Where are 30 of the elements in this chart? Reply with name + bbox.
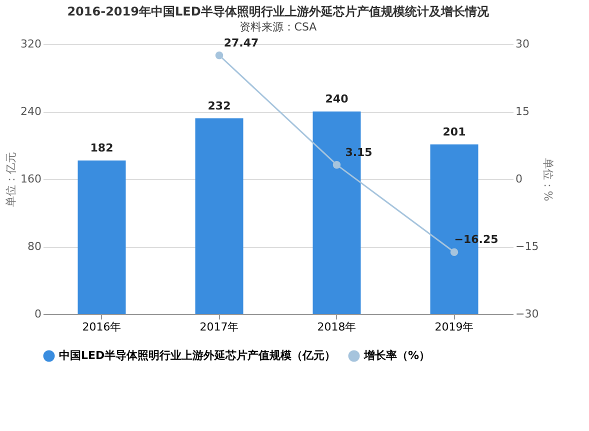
bar: [78, 160, 126, 314]
y-tick-label: 0: [34, 308, 42, 320]
legend-label: 中国LED半导体照明行业上游外延芯片产值规模（亿元）: [59, 349, 336, 362]
y-tick-label: 320: [20, 38, 42, 50]
y2-axis-title: 单位：%: [542, 158, 555, 202]
data-label: 201: [442, 125, 466, 138]
y2-tick-label: 30: [516, 38, 530, 50]
x-tick-label: 2017年: [200, 320, 239, 334]
y-tick-label: 240: [20, 105, 42, 118]
chart-title: 2016-2019年中国LED半导体照明行业上游外延芯片产值规模统计及增长情况: [67, 4, 490, 18]
text: 资料来源：CSA: [239, 20, 318, 34]
y2-tick-label: 0: [516, 172, 522, 186]
y-tick-label: 160: [20, 172, 42, 186]
y2-tick-label: −15: [516, 240, 539, 253]
x-tick-label: 2019年: [434, 320, 474, 334]
point: [450, 248, 458, 256]
data-label: 240: [325, 92, 349, 106]
data-label: 27.47: [224, 36, 259, 50]
y-axis-title: 单位：亿元: [4, 152, 18, 207]
legend-label: 增长率（%）: [363, 349, 430, 362]
point: [332, 160, 341, 169]
data-label: 182: [90, 141, 114, 154]
x-tick-label: 2018年: [317, 320, 356, 334]
point: [215, 52, 224, 60]
data-label: 232: [208, 99, 231, 112]
y2-tick-label: −30: [516, 308, 539, 320]
x-tick-label: 2016年: [82, 320, 122, 334]
bar: [195, 118, 244, 314]
y-tick-label: 80: [28, 240, 42, 253]
y2-tick-label: 15: [516, 105, 530, 118]
